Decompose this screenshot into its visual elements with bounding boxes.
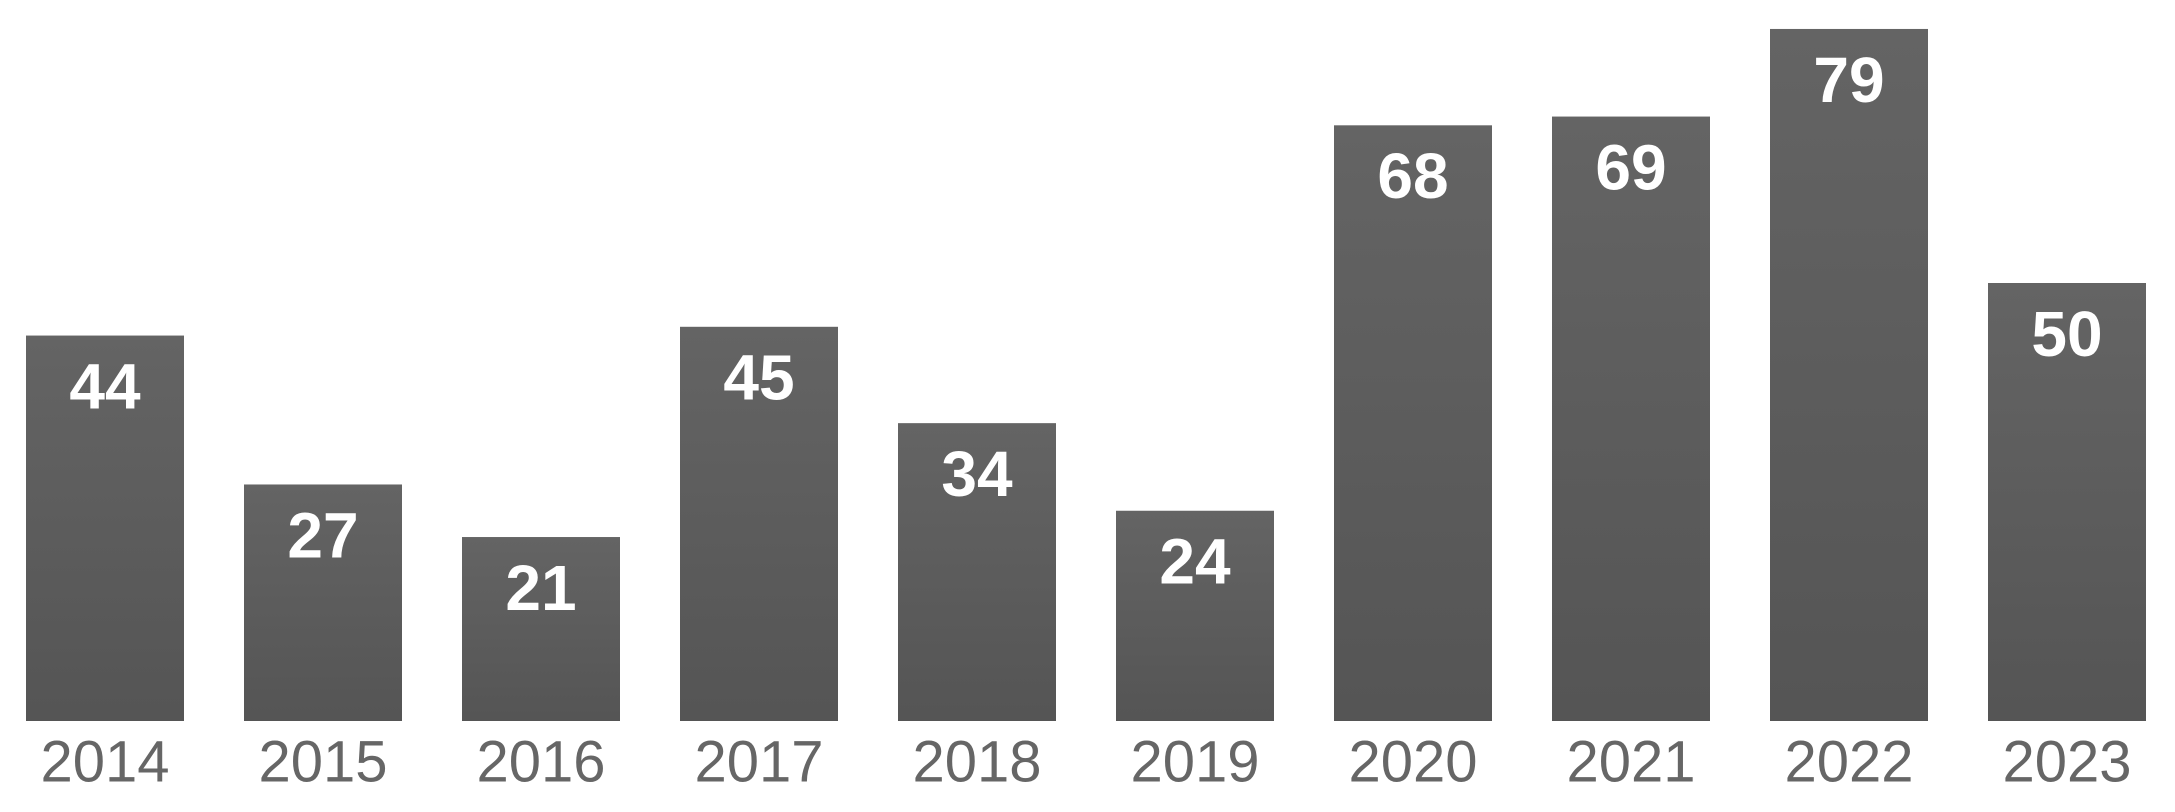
- x-tick-label: 2019: [1130, 729, 1259, 794]
- x-tick-label: 2014: [40, 729, 169, 794]
- x-tick-label: 2018: [912, 729, 1041, 794]
- value-label: 50: [2031, 298, 2102, 370]
- value-label: 24: [1159, 526, 1231, 598]
- value-label: 21: [505, 552, 576, 624]
- value-label: 34: [941, 438, 1013, 510]
- x-tick-label: 2020: [1348, 729, 1477, 794]
- x-tick-label: 2017: [694, 729, 823, 794]
- x-tick-label: 2016: [476, 729, 605, 794]
- value-label: 27: [287, 499, 358, 571]
- x-tick-label: 2021: [1566, 729, 1695, 794]
- x-tick-label: 2015: [258, 729, 387, 794]
- x-tick-label: 2023: [2002, 729, 2131, 794]
- bar: [1770, 28, 1928, 721]
- value-label: 44: [69, 350, 141, 422]
- value-label: 68: [1377, 140, 1448, 212]
- value-label: 69: [1595, 131, 1666, 203]
- x-tick-label: 2022: [1784, 729, 1913, 794]
- bar: [1552, 116, 1710, 721]
- value-label: 45: [723, 342, 794, 414]
- bar: [1334, 125, 1492, 721]
- value-label: 79: [1813, 44, 1884, 116]
